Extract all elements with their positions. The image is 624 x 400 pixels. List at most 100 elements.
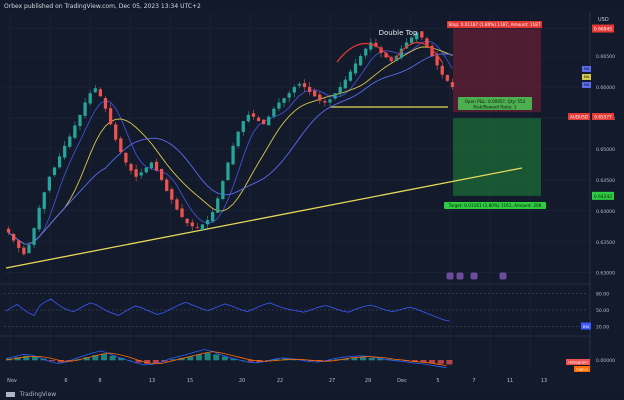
macd-histogram-bar (135, 360, 142, 363)
candle-body (32, 228, 36, 245)
candle-body (159, 168, 164, 180)
candle-body (12, 233, 16, 241)
candle-body (313, 90, 317, 97)
macd-histogram-bar (325, 360, 332, 361)
stop-label-bg (447, 21, 542, 28)
target-label: Target: 0.01161 (1.80%) 1161, Amount: 20… (448, 203, 542, 208)
tradingview-logo-icon (6, 392, 15, 397)
macd-histogram-bar (247, 360, 254, 362)
candle-body (292, 87, 296, 93)
rsi-tick-label: 50.00 (596, 308, 609, 314)
macd-signal-line (5, 351, 447, 366)
candle-body (57, 156, 62, 168)
macd-histogram-bar (411, 360, 418, 362)
macd-histogram-bar (351, 357, 358, 361)
ma-mid-line (8, 46, 453, 245)
event-flag-icon (446, 272, 454, 280)
time-axis: Nov 6 8 13 15 20 22 27 29 Dec 5 7 11 13 (7, 378, 547, 384)
candle-body (358, 56, 363, 66)
ma-slow-line (8, 53, 453, 245)
last-price-tag-bg (592, 113, 614, 120)
price-tag: 0.66945 (594, 27, 612, 33)
candle-body (399, 48, 404, 58)
candle-body (17, 240, 21, 248)
candle-body (272, 108, 276, 117)
candle-body (78, 114, 82, 126)
macd-histogram-bar (187, 356, 194, 361)
macd-histogram-bar (273, 359, 280, 361)
candle-body (216, 198, 220, 213)
candle-body (246, 114, 250, 122)
candle-body (180, 208, 184, 218)
macd-histogram-bar (100, 353, 108, 361)
footer-bar: TradingView (0, 388, 624, 400)
trend-lines (5, 106, 523, 269)
candle-body (323, 101, 327, 103)
target-price-tag: 0.64242 (594, 194, 612, 200)
candle-body (190, 222, 194, 227)
macd-histogram-bar (230, 358, 237, 361)
time-tick-label: 15 (187, 378, 193, 384)
price-tick-label: 0.64000 (596, 209, 615, 215)
event-flag-icon (470, 272, 478, 280)
ma-legend-chip (582, 82, 591, 88)
macd-histogram-bar (170, 359, 177, 361)
candle-body (154, 161, 159, 171)
candle-body (364, 48, 368, 56)
price-tick-label: 0.64500 (596, 178, 615, 184)
candle-body (445, 74, 449, 81)
time-tick-label: 6 (64, 378, 67, 384)
rsi-label-bg (581, 322, 591, 330)
candle-body (211, 212, 215, 222)
candle-body (134, 169, 138, 177)
candle-body (440, 65, 444, 75)
candle-body (379, 47, 383, 53)
candle-body (374, 42, 378, 47)
macd-histogram-bar (342, 358, 349, 361)
candle-body (404, 42, 409, 49)
rsi-tick-label: 20.00 (596, 325, 609, 331)
candle-body (262, 119, 266, 125)
macd-histogram-bar (118, 357, 125, 361)
candle-body (338, 87, 342, 94)
candle-body (297, 83, 302, 86)
candle-body (251, 113, 256, 117)
candle-body (52, 167, 57, 176)
candle-body (430, 45, 434, 57)
macd-tick-label: 0.00000 (596, 358, 615, 364)
target-tag-bg (592, 191, 614, 200)
candle-body (267, 116, 271, 126)
event-flag-icon (456, 272, 464, 280)
candle-body (282, 98, 286, 103)
time-tick-label: Dec (397, 378, 407, 384)
macd-histogram-bar (446, 360, 453, 365)
macd-histogram-bar (437, 360, 444, 364)
time-tick-label: 13 (149, 378, 155, 384)
candle-body (139, 172, 143, 176)
price-axis: USD0.669450.665000.660000.655940.650000.… (568, 17, 615, 277)
time-tick-label: 5 (436, 378, 439, 384)
time-tick-label: Nov (7, 378, 17, 384)
macd-histogram-bar (109, 355, 116, 361)
candle-body (287, 93, 291, 98)
candle-body (27, 244, 31, 254)
rsi-tick-label: 80.00 (596, 292, 609, 298)
candle-body (37, 207, 41, 230)
rsi-line (5, 298, 450, 322)
candle-body (353, 63, 358, 74)
macd-histogram-bar (221, 356, 228, 361)
candle-body (185, 218, 189, 224)
macd-pane: 0.00000 Histogram Signal (5, 349, 615, 372)
macd-histogram-bar (31, 356, 38, 361)
time-tick-label: 22 (277, 378, 283, 384)
event-flag-icon (499, 272, 507, 280)
publisher-line: Orbex published on TradingView.com, Dec … (4, 3, 201, 10)
candle-body (83, 102, 87, 116)
candle-body (236, 131, 240, 147)
ma-legend-label: MA (584, 75, 590, 79)
macd-histogram-bar (144, 360, 151, 364)
macd-histogram-bar (377, 358, 384, 361)
candle-body (226, 162, 230, 181)
